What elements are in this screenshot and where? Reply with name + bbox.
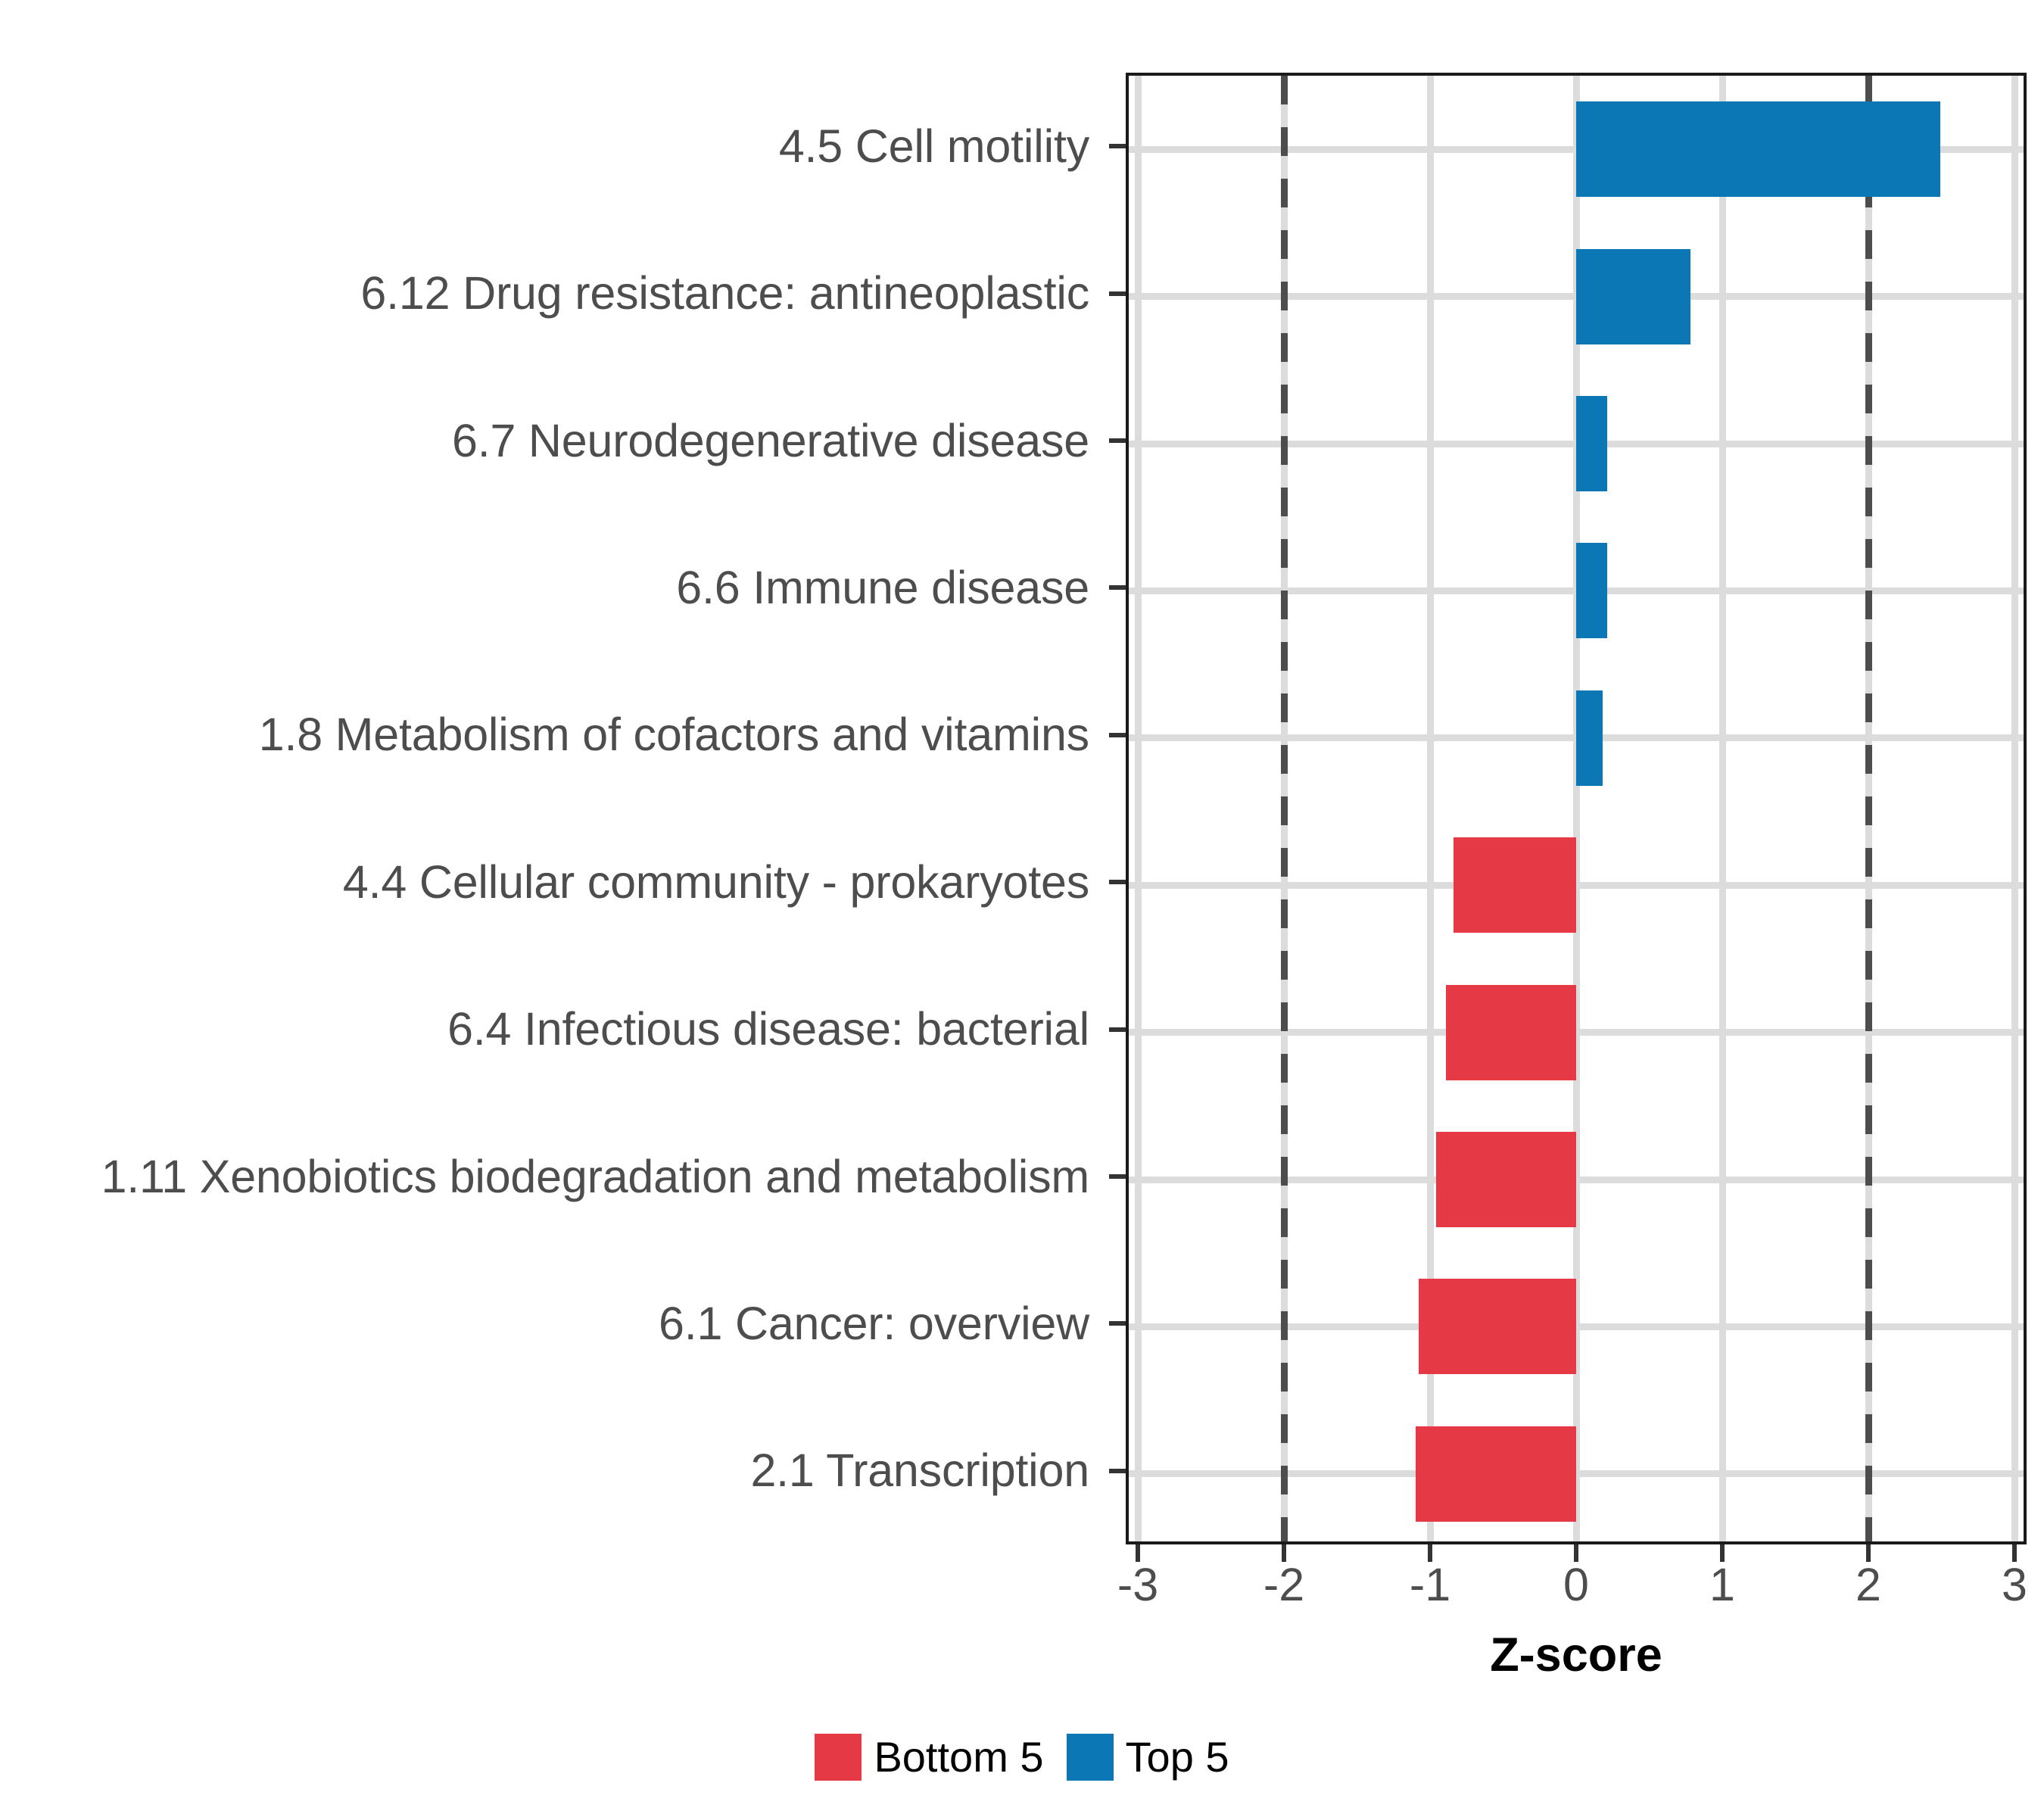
- y-axis-tick: [1109, 144, 1126, 149]
- plot-panel: [1126, 73, 2027, 1544]
- y-axis-label-row: 4.5 Cell motility: [0, 73, 1109, 220]
- x-axis-tick-label: 0: [1563, 1559, 1589, 1610]
- y-axis-labels: 4.5 Cell motility 6.12 Drug resistance: a…: [0, 73, 1109, 1544]
- y-axis-label: 6.6 Immune disease: [676, 561, 1089, 613]
- bar: [1576, 396, 1607, 491]
- horizontal-gridline: [1129, 1470, 2024, 1478]
- x-axis-tick: [1866, 1544, 1871, 1562]
- y-axis-label: 6.7 Neurodegenerative disease: [451, 414, 1089, 466]
- horizontal-gridline: [1129, 1176, 2024, 1183]
- y-axis-tick: [1109, 732, 1126, 737]
- bar: [1576, 101, 1940, 198]
- y-axis-label: 1.11 Xenobiotics biodegradation and meta…: [101, 1150, 1090, 1202]
- y-axis-label-row: 4.4 Cellular community - prokaryotes: [0, 809, 1109, 955]
- y-axis-label-row: 6.7 Neurodegenerative disease: [0, 367, 1109, 514]
- y-axis-tick: [1109, 438, 1126, 443]
- x-axis-tick-label: 2: [1855, 1559, 1881, 1610]
- y-axis-tick: [1109, 291, 1126, 296]
- legend-swatch: [1066, 1734, 1114, 1781]
- y-axis-tick: [1109, 1174, 1126, 1179]
- x-axis-tick-label: -3: [1117, 1559, 1159, 1610]
- y-axis-label: 6.1 Cancer: overview: [659, 1297, 1089, 1349]
- x-axis-tick: [1574, 1544, 1578, 1562]
- legend-label: Top 5: [1125, 1733, 1229, 1781]
- bar: [1576, 690, 1603, 786]
- reference-line: [1865, 76, 1872, 1541]
- y-axis-tick: [1109, 880, 1126, 885]
- bar: [1435, 1132, 1576, 1227]
- x-axis-tick-label: 3: [2002, 1559, 2027, 1610]
- x-axis-tick-label: -1: [1409, 1559, 1451, 1610]
- horizontal-gridline: [1129, 881, 2024, 889]
- horizontal-gridline: [1129, 1323, 2024, 1330]
- bar: [1415, 1426, 1576, 1522]
- y-axis-tick: [1109, 1468, 1126, 1473]
- bar: [1576, 248, 1690, 344]
- y-axis-label-row: 6.6 Immune disease: [0, 514, 1109, 661]
- legend-swatch: [815, 1734, 862, 1781]
- y-axis-label-row: 6.12 Drug resistance: antineoplastic: [0, 220, 1109, 366]
- legend-item[interactable]: Top 5: [1066, 1733, 1229, 1781]
- y-axis-label-row: 2.1 Transcription: [0, 1398, 1109, 1544]
- vertical-gridline: [1134, 76, 1142, 1541]
- x-axis-tick-label: -2: [1263, 1559, 1305, 1610]
- y-axis-label-row: 6.1 Cancer: overview: [0, 1250, 1109, 1397]
- y-axis-label: 6.12 Drug resistance: antineoplastic: [360, 267, 1089, 319]
- bar: [1576, 543, 1607, 639]
- y-axis-label-row: 6.4 Infectious disease: bacterial: [0, 955, 1109, 1102]
- y-axis-label: 4.5 Cell motility: [778, 120, 1089, 172]
- y-axis-tick: [1109, 1027, 1126, 1032]
- x-axis-tick: [1282, 1544, 1286, 1562]
- reference-line: [1280, 76, 1288, 1541]
- x-axis-title: Z-score: [1490, 1628, 1662, 1681]
- chart-legend: Bottom 5 Top 5: [0, 1734, 2044, 1781]
- bar: [1453, 837, 1576, 933]
- x-axis-tick: [1136, 1544, 1140, 1562]
- x-axis-tick: [2012, 1544, 2017, 1562]
- vertical-gridline: [1572, 76, 1580, 1541]
- vertical-gridline: [2011, 76, 2018, 1541]
- bar: [1418, 1279, 1576, 1375]
- y-axis-label: 2.1 Transcription: [750, 1445, 1089, 1497]
- x-axis-tick-labels: -3 -2 -1 0 1 2 3: [1117, 1559, 2027, 1622]
- y-axis-label: 6.4 Infectious disease: bacterial: [447, 1003, 1089, 1055]
- x-axis-tick: [1428, 1544, 1432, 1562]
- x-axis-tick: [1720, 1544, 1725, 1562]
- vertical-gridline: [1718, 76, 1726, 1541]
- y-axis-label-row: 1.11 Xenobiotics biodegradation and meta…: [0, 1103, 1109, 1250]
- y-axis-label: 4.4 Cellular community - prokaryotes: [342, 856, 1089, 908]
- y-axis-label-row: 1.8 Metabolism of cofactors and vitamins: [0, 662, 1109, 809]
- legend-label: Bottom 5: [874, 1733, 1044, 1781]
- y-axis-ticks: [1109, 73, 1126, 1544]
- y-axis-label: 1.8 Metabolism of cofactors and vitamins: [258, 709, 1089, 761]
- vertical-gridline: [1426, 76, 1434, 1541]
- horizontal-gridline: [1129, 1029, 2024, 1036]
- legend-item[interactable]: Bottom 5: [815, 1733, 1044, 1781]
- x-axis-tick-label: 1: [1709, 1559, 1735, 1610]
- y-axis-tick: [1109, 1321, 1126, 1326]
- x-axis-ticks: [1126, 1544, 2027, 1562]
- y-axis-tick: [1109, 585, 1126, 591]
- bar: [1446, 984, 1576, 1080]
